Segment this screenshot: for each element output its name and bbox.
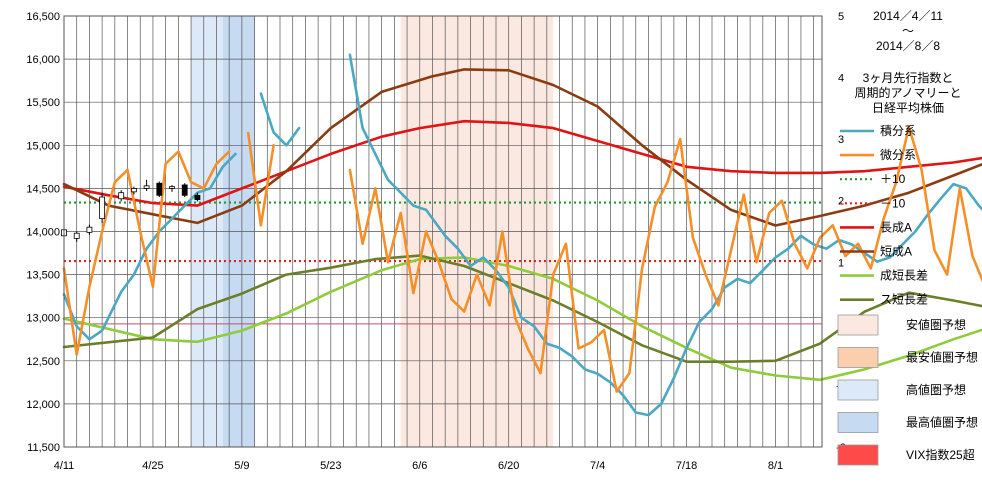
legend-item-2: ＋10 bbox=[840, 172, 906, 186]
candle-body bbox=[86, 226, 93, 233]
y-right-tick-label: 5 bbox=[838, 11, 844, 23]
series-2-segment bbox=[62, 256, 982, 382]
legend-label: 微分系 bbox=[880, 148, 916, 162]
x-tick-label: 6/6 bbox=[412, 460, 427, 472]
legend-label: ＋10 bbox=[880, 172, 906, 186]
series-5 bbox=[62, 125, 982, 393]
y-left-tick-label: 16,000 bbox=[26, 54, 60, 66]
candle-body bbox=[143, 185, 150, 189]
legend-box-3: 最高値圏予想 bbox=[837, 412, 978, 433]
subtitle-line-3: 日経平均株価 bbox=[872, 100, 944, 115]
y-left-tick-label: 14,000 bbox=[26, 227, 60, 239]
subtitle-line-1: 3ヶ月先行指数と bbox=[863, 70, 954, 85]
x-tick-label: 4/11 bbox=[54, 460, 75, 472]
y-left-tick-label: 14,500 bbox=[26, 183, 60, 195]
legend-box-label: VIX指数25超 bbox=[906, 447, 975, 462]
legend-box-label: 安値圏予想 bbox=[906, 317, 966, 332]
legend-item-6: 成短長差 bbox=[840, 269, 928, 283]
y-right-tick-label: 1 bbox=[838, 257, 844, 269]
date-separator: ～ bbox=[902, 24, 914, 38]
series-1-segment bbox=[62, 68, 982, 227]
y-left-tick-label: 15,500 bbox=[26, 97, 60, 109]
y-left-tick-label: 15,000 bbox=[26, 140, 60, 152]
legend-box-swatch bbox=[837, 412, 879, 433]
legend-box-label: 最高値圏予想 bbox=[906, 415, 978, 430]
y-left-tick-label: 13,500 bbox=[26, 270, 60, 282]
legend-box-2: 高値圏予想 bbox=[837, 379, 966, 401]
subtitle-line-2: 周期的アノマリーと bbox=[855, 85, 962, 100]
legend-box-swatch bbox=[837, 379, 879, 401]
series-5-segment bbox=[348, 125, 982, 393]
series-0 bbox=[62, 119, 982, 207]
y-left-tick-label: 13,000 bbox=[26, 313, 60, 325]
candle-body bbox=[99, 196, 106, 219]
header: 2014／4／11 ～ 2014／8／8 3ヶ月先行指数と 周期的アノマリーと … bbox=[855, 9, 962, 115]
candle-body bbox=[130, 187, 137, 193]
series-4-segment bbox=[348, 53, 982, 417]
y-axis-left: 11,500 12,000 12,500 13,000 13,500 14,000 14,5… bbox=[26, 11, 60, 454]
series-5-segment bbox=[246, 131, 275, 227]
legend-box-label: 高値圏予想 bbox=[906, 382, 966, 397]
candle-body bbox=[169, 186, 175, 189]
legend-label: －10 bbox=[880, 196, 906, 210]
series-lines bbox=[62, 53, 982, 417]
y-left-tick-label: 16,500 bbox=[26, 11, 60, 23]
legend-item-7: ス短長差 bbox=[840, 293, 928, 307]
candle-body bbox=[73, 232, 80, 239]
legend-label: 積分系 bbox=[880, 123, 916, 138]
candle-body bbox=[181, 184, 188, 196]
series-4-segment bbox=[62, 152, 237, 341]
series-3-segment bbox=[62, 254, 982, 363]
legend-item-5: 短成A bbox=[840, 245, 912, 259]
legend-box-swatch bbox=[837, 347, 879, 368]
candle-body bbox=[156, 182, 163, 196]
legend-label: 成短長差 bbox=[880, 269, 928, 283]
legend-item-1: 微分系 bbox=[840, 148, 916, 162]
x-tick-label: 5/9 bbox=[234, 460, 249, 472]
x-tick-label: 5/23 bbox=[320, 460, 341, 472]
y-left-tick-label: 12,500 bbox=[26, 356, 60, 368]
x-tick-label: 7/4 bbox=[590, 460, 605, 472]
legend-box-label: 最安値圏予想 bbox=[906, 350, 978, 365]
date-start: 2014／4／11 bbox=[873, 9, 943, 23]
legend-item-4: 長成A bbox=[840, 220, 912, 234]
series-5-segment bbox=[62, 150, 231, 356]
legend-item-0: 積分系 bbox=[840, 123, 916, 138]
reference-lines bbox=[64, 201, 822, 325]
legend-item-3: －10 bbox=[840, 196, 906, 210]
series-1 bbox=[62, 68, 982, 227]
legend-box-swatch bbox=[837, 444, 879, 466]
y-left-tick-label: 12,000 bbox=[26, 399, 60, 411]
date-end: 2014／8／8 bbox=[876, 39, 940, 53]
x-tick-label: 6/20 bbox=[498, 460, 519, 472]
y-left-tick-label: 11,500 bbox=[27, 442, 60, 454]
legend-label: 長成A bbox=[880, 220, 912, 234]
y-right-tick-label: 3 bbox=[838, 134, 844, 146]
y-right-tick-label: 4 bbox=[838, 73, 844, 85]
plot-frame bbox=[63, 15, 823, 448]
legend-label: 短成A bbox=[880, 245, 912, 259]
legend-box-4: VIX指数25超 bbox=[837, 444, 975, 466]
series-3 bbox=[62, 254, 982, 363]
legend-box-0: 安値圏予想 bbox=[837, 314, 966, 336]
series-4 bbox=[62, 53, 982, 417]
series-2 bbox=[62, 256, 982, 382]
x-tick-label: 8/1 bbox=[768, 460, 783, 472]
legend-label: ス短長差 bbox=[880, 293, 928, 307]
candle-body bbox=[194, 194, 201, 201]
y-right-tick-label: 2 bbox=[838, 196, 844, 208]
legend-box-swatch bbox=[837, 314, 879, 336]
candle-body bbox=[118, 192, 125, 200]
x-tick-label: 4/25 bbox=[142, 460, 163, 472]
series-4-segment bbox=[259, 92, 301, 147]
x-tick-label: 7/18 bbox=[676, 460, 697, 472]
series-0-segment bbox=[62, 119, 982, 207]
legend-box-1: 最安値圏予想 bbox=[837, 347, 978, 368]
x-axis: 4/11 4/25 5/9 5/23 6/6 6/20 7/4 7/18 8/1 bbox=[54, 460, 783, 472]
